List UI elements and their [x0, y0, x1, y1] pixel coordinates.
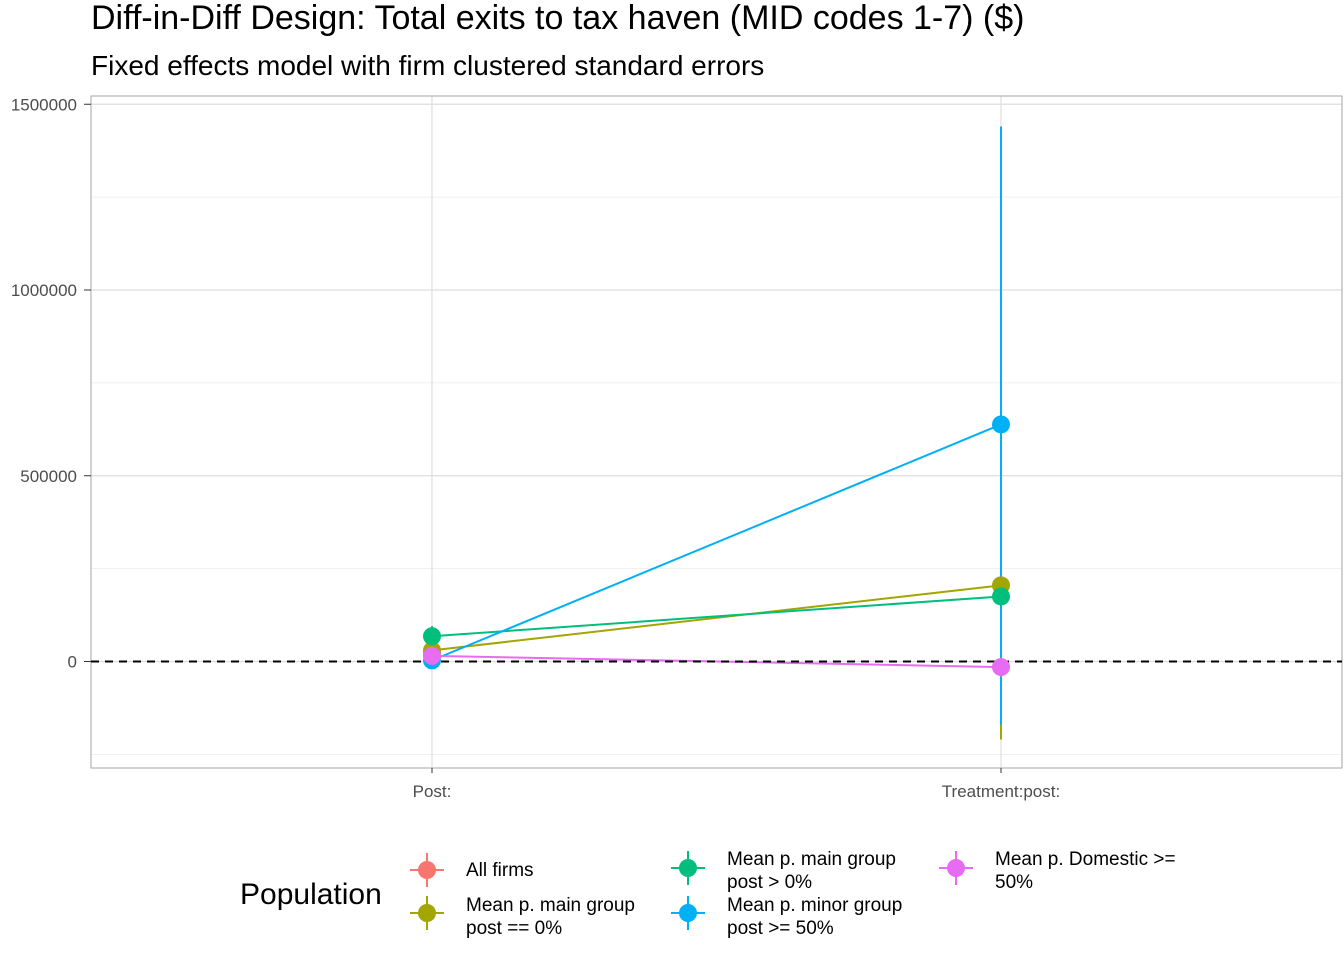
series-line: [431, 423, 1002, 662]
data-point: [423, 646, 441, 665]
plot-area: 0 500000 1000000 1500000 Post: Treatment:post…: [11, 95, 1343, 801]
legend-label: post == 0%: [466, 918, 562, 939]
chart-title: Diff-in-Diff Design: Total exits to tax …: [91, 0, 1024, 37]
legend-item: All firms: [410, 853, 534, 887]
legend-key-point: [947, 859, 965, 877]
legend-label: post > 0%: [727, 872, 812, 893]
series-line: [431, 595, 1002, 638]
legend-item: Mean p. Domestic >=50%: [939, 849, 1176, 893]
panel-border: [90, 95, 1343, 769]
y-tick-label: 1500000: [11, 95, 77, 114]
legend-key-point: [679, 904, 697, 922]
legend-label: Mean p. main group: [466, 895, 635, 916]
legend-title: Population: [240, 878, 382, 911]
legend-label: Mean p. Domestic >=: [995, 849, 1176, 870]
y-tick-label: 1000000: [11, 281, 77, 300]
legend-key-point: [418, 861, 436, 879]
y-tick-label: 0: [68, 653, 77, 672]
legend-label: 50%: [995, 872, 1033, 893]
legend-label: All firms: [466, 860, 534, 881]
data-point: [992, 415, 1010, 434]
data-point: [423, 627, 441, 646]
y-tick-label: 500000: [20, 467, 77, 486]
x-tick-label: Post:: [413, 782, 452, 801]
chart-subtitle: Fixed effects model with firm clustered …: [91, 50, 764, 81]
data-point: [992, 658, 1010, 677]
legend-key-point: [679, 859, 697, 877]
series-line: [431, 654, 1002, 669]
series-line: [431, 584, 1002, 652]
legend-label: post >= 50%: [727, 918, 834, 939]
legend-label: Mean p. main group: [727, 849, 896, 870]
legend-key-point: [418, 904, 436, 922]
x-tick-label: Treatment:post:: [942, 782, 1060, 801]
legend-label: Mean p. minor group: [727, 895, 902, 916]
data-point: [992, 587, 1010, 606]
